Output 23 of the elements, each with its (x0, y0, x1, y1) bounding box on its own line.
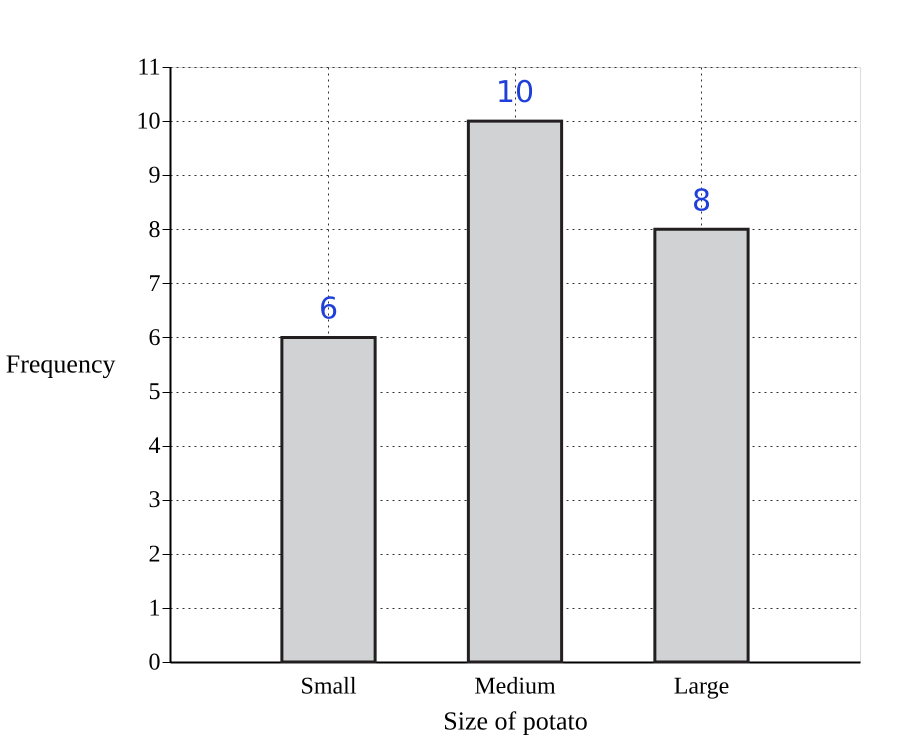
x-tick-label: Large (674, 674, 730, 700)
bar (466, 120, 564, 664)
y-tick-label: 0 (148, 650, 160, 676)
y-tick-label: 6 (148, 324, 160, 351)
data-label: 6 (318, 291, 338, 326)
data-label: 10 (496, 75, 534, 110)
bar (280, 336, 377, 664)
y-axis-title: Frequency (6, 350, 116, 378)
y-tick-label: 2 (148, 541, 160, 568)
y-tick-label: 11 (137, 54, 160, 80)
y-tick-label: 5 (148, 379, 160, 406)
data-label: 8 (692, 183, 712, 218)
bar (653, 228, 750, 664)
y-tick-label: 9 (148, 162, 160, 189)
y-tick-label: 4 (148, 433, 160, 460)
y-tick-label: 1 (148, 595, 160, 622)
y-tick-label: 8 (148, 216, 160, 243)
x-tick-label: Medium (474, 674, 556, 700)
y-tick-label: 3 (148, 487, 160, 514)
x-axis-title: Size of potato (443, 706, 588, 736)
x-tick-label: Small (300, 674, 357, 700)
y-tick-label: 10 (136, 108, 160, 135)
y-tick-label: 7 (148, 270, 160, 297)
